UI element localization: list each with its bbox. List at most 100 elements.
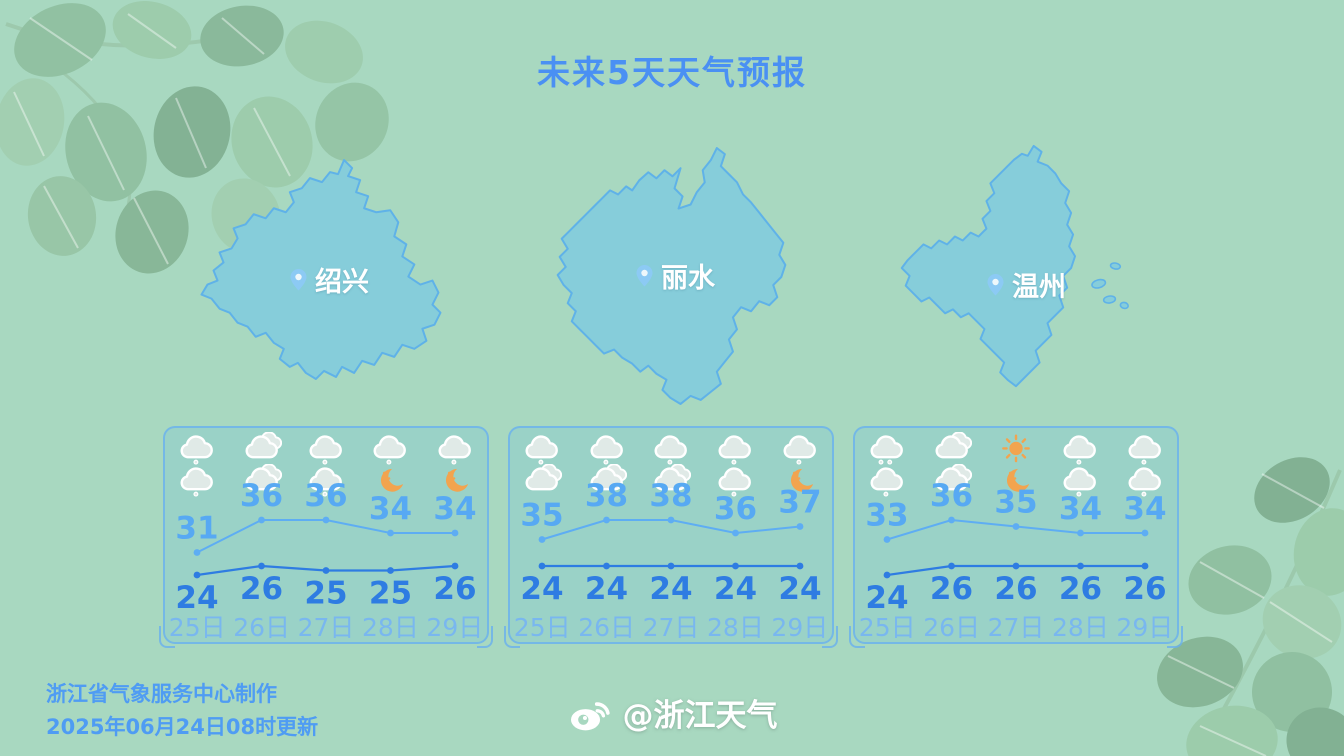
date-label: 28日 (362, 613, 419, 642)
low-temp-value: 26 (930, 571, 973, 607)
clouds-icon (654, 463, 692, 490)
low-temp-value: 24 (649, 571, 692, 607)
weibo-icon (570, 701, 610, 730)
high-temp-value: 36 (240, 478, 283, 514)
footer-credit-block: 浙江省气象服务中心制作 2025年06月24日08时更新 (46, 678, 318, 744)
moon-icon (445, 468, 468, 492)
clouds-icon (245, 463, 282, 490)
lishui-map-shape (556, 147, 787, 405)
cloud-icon (525, 434, 559, 465)
low-temp-value: 24 (520, 571, 563, 607)
low-temp-value: 26 (433, 571, 476, 607)
high-temp-value: 34 (433, 491, 476, 527)
panel-corner-bracket (822, 626, 838, 648)
low-temp-value: 25 (369, 576, 412, 612)
low-temp-value: 24 (865, 580, 908, 616)
date-label: 28日 (707, 613, 764, 642)
low-temp-value: 26 (1059, 571, 1102, 607)
forecast-panel-shaoxing: 31 36 36 34 34 24 26 25 25 26 25日 26日 27日 28日 29日 (159, 426, 493, 648)
credit-line: 浙江省气象服务中心制作 (46, 682, 277, 706)
low-temp-value: 24 (175, 580, 218, 616)
low-temp-value: 26 (994, 571, 1037, 607)
date-row: 25日 26日 27日 28日 29日 (165, 608, 487, 644)
cloud-icon (1063, 466, 1097, 497)
location-pin-icon (987, 273, 1004, 295)
moon-icon (1006, 468, 1030, 492)
low-temp-value: 26 (240, 571, 283, 607)
city-label-wenzhou: 温州 (986, 265, 1066, 304)
day-weather-icon-row (165, 431, 487, 466)
moon-icon (790, 468, 813, 492)
location-pin-icon (290, 268, 307, 290)
date-label: 27日 (987, 613, 1045, 642)
date-label: 29日 (426, 613, 484, 642)
high-temp-value: 38 (585, 478, 628, 514)
cloud-icon (309, 466, 342, 497)
high-temp-value: 34 (1123, 491, 1166, 527)
high-temp-value: 37 (778, 485, 821, 521)
weibo-handle: @浙江天气 (622, 698, 778, 734)
cloud-icon (1128, 466, 1161, 497)
update-time-line: 2025年06月24日08时更新 (46, 715, 319, 739)
low-temp-value: 26 (1123, 571, 1166, 607)
cloud-icon (870, 466, 904, 497)
date-label: 25日 (168, 613, 226, 642)
cloud-icon (1063, 434, 1097, 465)
day-weather-icon-row (855, 431, 1177, 466)
high-temp-value: 33 (865, 498, 908, 534)
location-pin-icon (636, 264, 653, 286)
moon-icon (381, 468, 404, 492)
map-wenzhou: 温州 (886, 133, 1142, 405)
night-weather-icon-row (855, 463, 1177, 498)
date-label: 26日 (923, 613, 981, 642)
cloud-icon (180, 466, 214, 497)
page-title: 未来5天天气预报 (537, 53, 807, 92)
panel-corner-bracket (477, 626, 493, 648)
weibo-watermark: @浙江天气 (0, 690, 1344, 735)
clouds-icon (935, 463, 972, 490)
date-label: 28日 (1052, 613, 1109, 642)
panel-corner-bracket (159, 626, 175, 648)
clouds-icon (245, 431, 282, 458)
temperature-chart: 31 36 36 34 34 24 26 25 25 26 (175, 478, 476, 616)
cloud-icon (309, 434, 342, 465)
panel-corner-bracket (1167, 626, 1183, 648)
cloud-icon (783, 434, 816, 465)
sun-icon (1002, 434, 1030, 462)
high-temp-value: 36 (304, 478, 347, 514)
high-temp-value: 35 (994, 485, 1037, 521)
city-label-lishui: 丽水 (635, 256, 715, 295)
clouds-icon (590, 463, 627, 490)
low-temp-value: 24 (778, 571, 821, 607)
clouds-icon (935, 431, 972, 458)
city-name: 温州 (1012, 272, 1066, 303)
high-temp-value: 35 (520, 498, 563, 534)
cloud-icon (654, 434, 687, 465)
high-temp-value: 36 (714, 491, 757, 527)
night-weather-icon-row (510, 463, 832, 498)
forecast-panel-wenzhou: 33 36 35 34 34 24 26 26 26 26 25日 26日 27日 28日 29日 (849, 426, 1183, 648)
cloud-icon (590, 434, 623, 465)
cloud-icon (373, 434, 407, 465)
map-shaoxing: 绍兴 (193, 152, 465, 388)
date-label: 29日 (771, 613, 829, 642)
high-temp-value: 34 (369, 491, 412, 527)
low-temp-value: 24 (714, 571, 757, 607)
clouds-icon (525, 463, 563, 490)
high-temp-value: 31 (175, 511, 218, 547)
date-label: 26日 (233, 613, 291, 642)
panel-corner-bracket (504, 626, 520, 648)
cloud-icon (718, 434, 752, 465)
rain-icon (870, 434, 904, 465)
cloud-icon (718, 466, 752, 497)
date-label: 27日 (297, 613, 355, 642)
date-label: 25日 (858, 613, 916, 642)
date-label: 26日 (578, 613, 636, 642)
map-lishui: 丽水 (543, 138, 801, 410)
city-label-shaoxing: 绍兴 (289, 260, 369, 299)
forecast-panel-lishui: 35 38 38 36 37 24 24 24 24 24 25日 26日 27日 28日 29日 (504, 426, 838, 648)
high-temp-value: 36 (930, 478, 973, 514)
date-row: 25日 26日 27日 28日 29日 (855, 608, 1177, 644)
city-name: 绍兴 (315, 267, 369, 298)
